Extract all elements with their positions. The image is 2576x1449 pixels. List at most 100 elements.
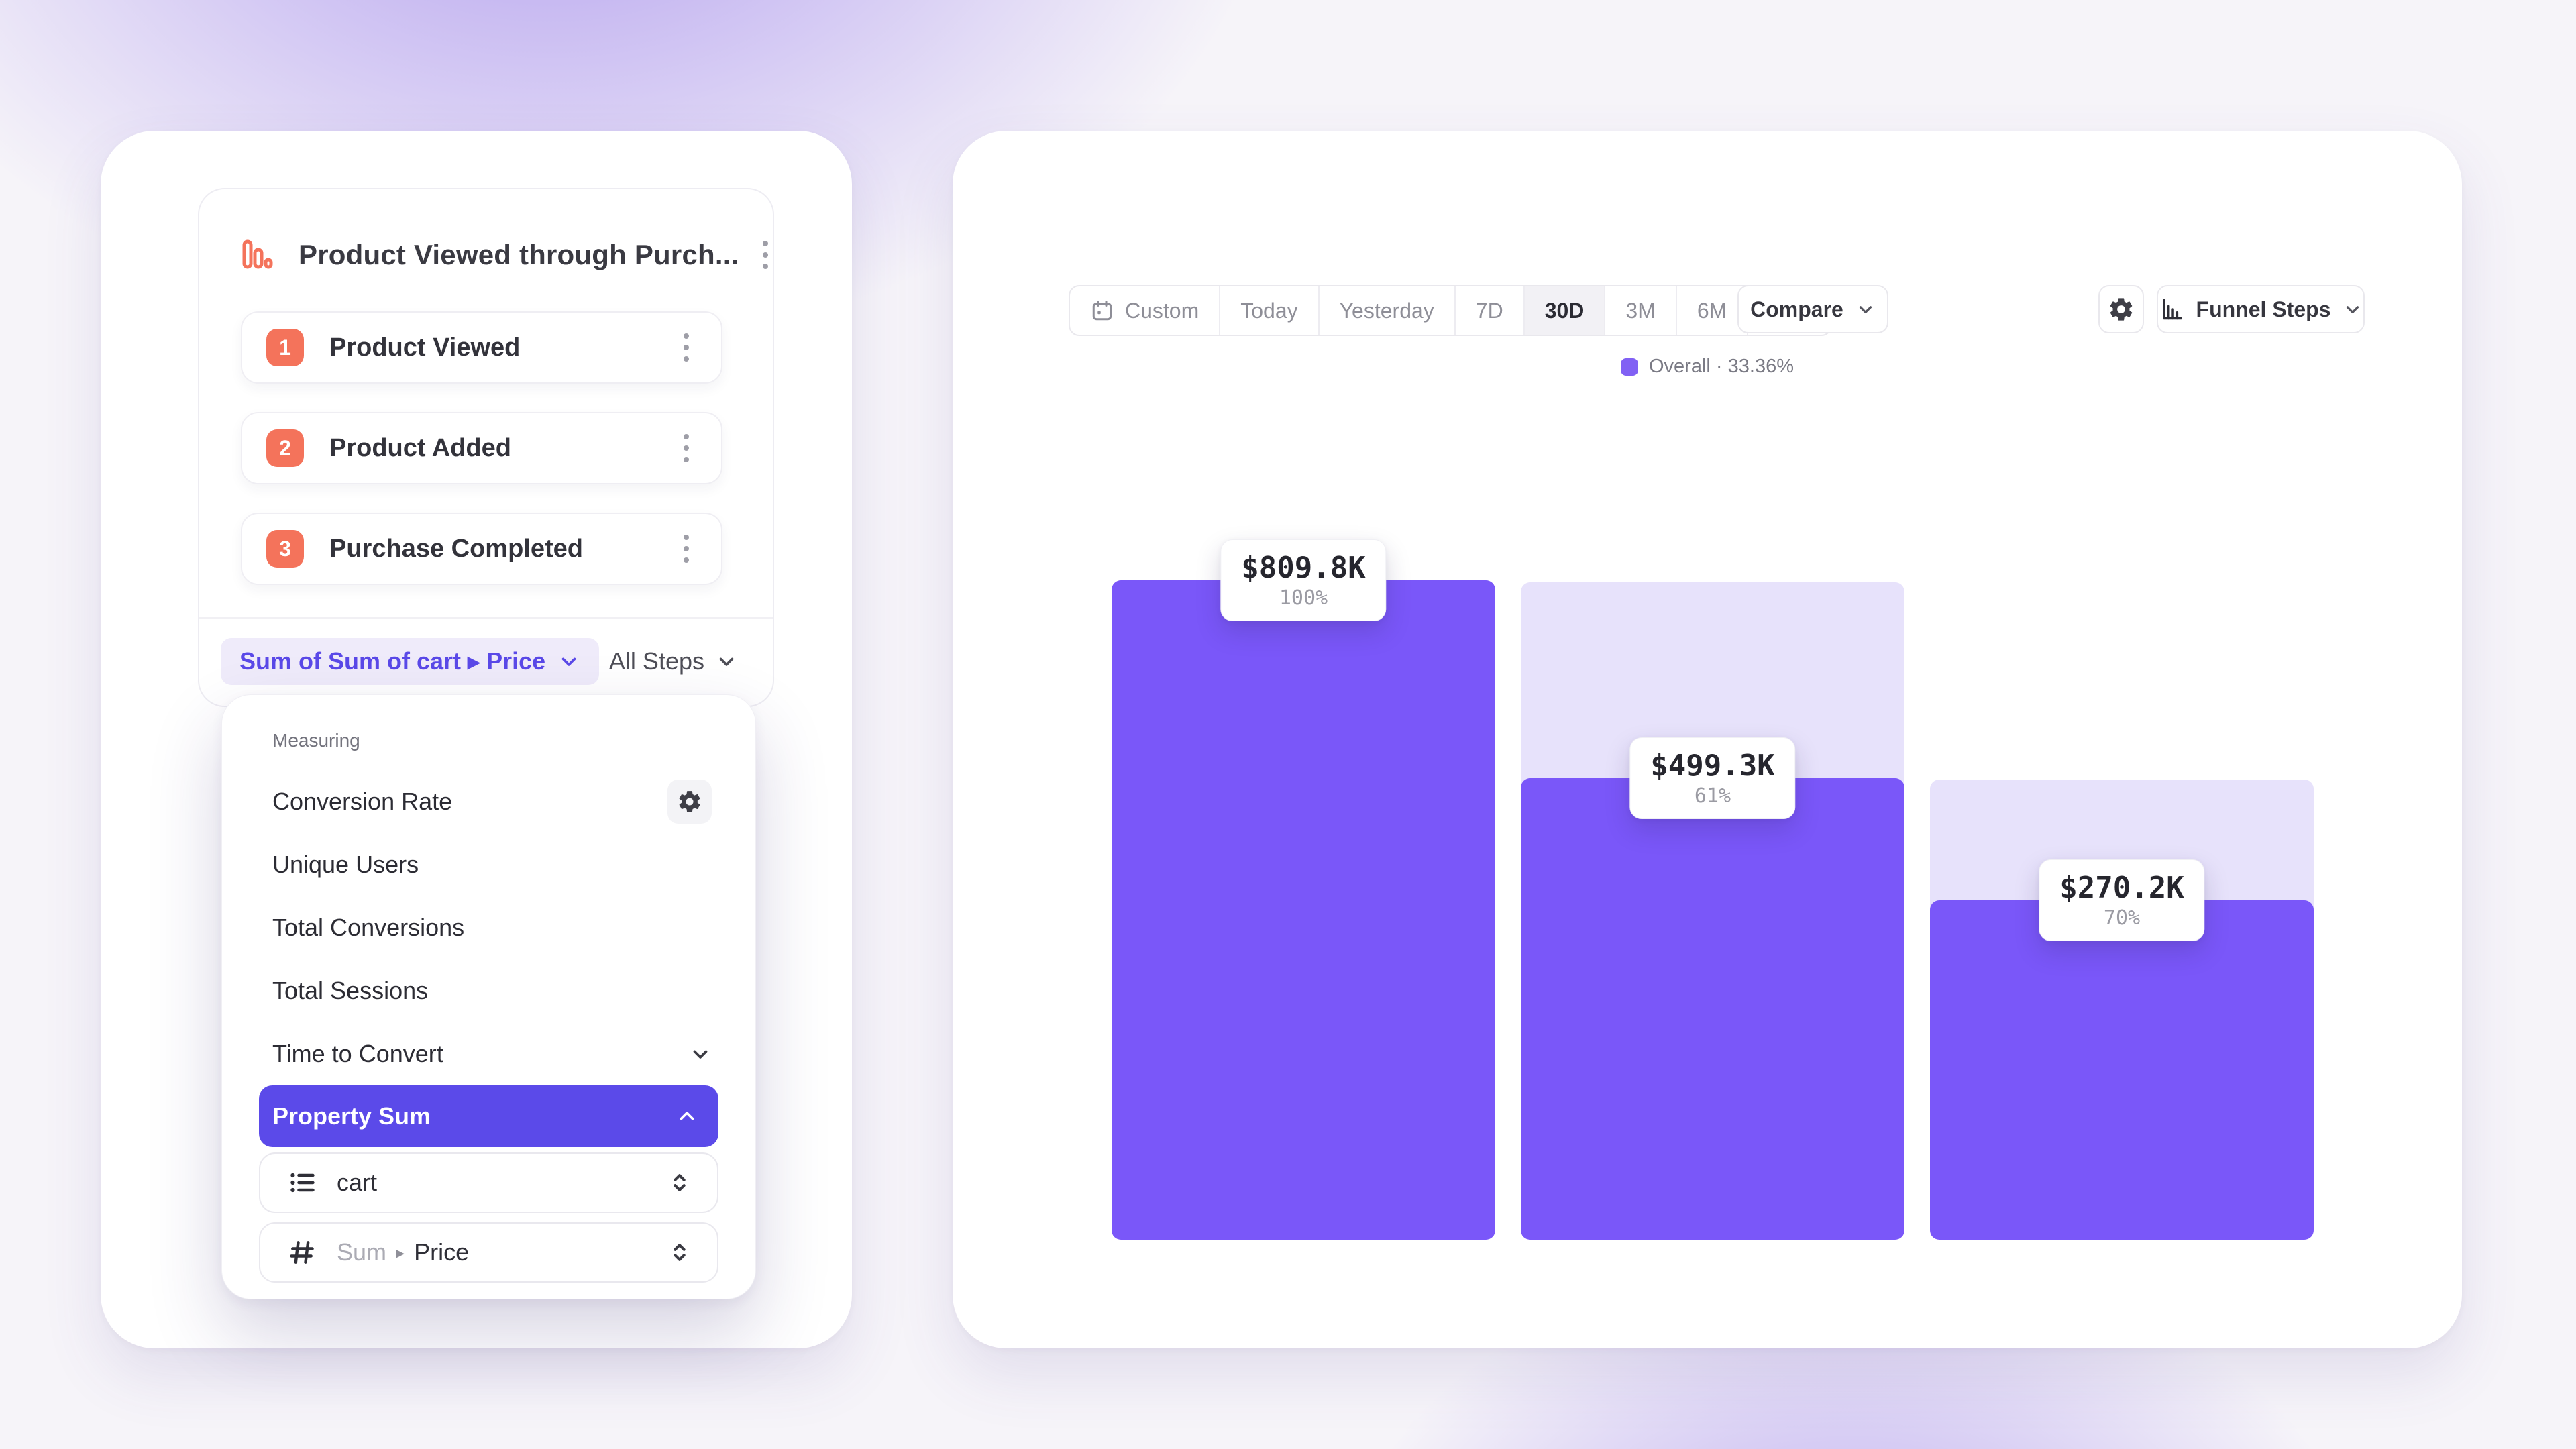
- date-range-3m[interactable]: 3M: [1604, 286, 1675, 335]
- list-icon: [287, 1168, 317, 1197]
- measurement-pill-label: Sum of Sum of cart ▸ Price: [239, 647, 546, 675]
- measuring-option-time-to-convert[interactable]: Time to Convert: [222, 1022, 755, 1085]
- option-settings-button[interactable]: [667, 780, 712, 824]
- measuring-option-label: Property Sum: [272, 1102, 431, 1130]
- funnel-chart-icon: [241, 238, 274, 272]
- measuring-option-property-sum[interactable]: Property Sum: [259, 1085, 718, 1147]
- funnel-builder-card: Product Viewed through Purch... 1 Product…: [101, 131, 852, 1348]
- bar-value-tooltip: $809.8K 100%: [1220, 539, 1387, 621]
- measuring-option-conversion-rate[interactable]: Conversion Rate: [222, 770, 755, 833]
- chevron-down-icon: [561, 657, 576, 666]
- measuring-option-unique-users[interactable]: Unique Users: [222, 833, 755, 896]
- aggregation-value: Price: [414, 1238, 470, 1266]
- step-number-badge: 3: [266, 530, 304, 568]
- funnel-title: Product Viewed through Purch...: [299, 239, 739, 270]
- step-number-badge: 1: [266, 329, 304, 366]
- bar-value-tooltip: $270.2K 70%: [2039, 859, 2205, 941]
- date-range-label: 6M: [1697, 298, 1727, 323]
- date-range-7d[interactable]: 7D: [1454, 286, 1523, 335]
- step-kebab-menu[interactable]: [672, 429, 701, 467]
- property-select-value: cart: [337, 1169, 378, 1196]
- legend-label: Overall · 33.36%: [1649, 356, 1794, 377]
- builder-header: Product Viewed through Purch...: [241, 227, 769, 283]
- bar-value-tooltip: $499.3K 61%: [1629, 737, 1796, 819]
- funnel-bar-2[interactable]: [1521, 580, 1904, 1240]
- tooltip-value: $499.3K: [1650, 749, 1775, 783]
- step-number-badge: 2: [266, 429, 304, 467]
- funnel-bar-3[interactable]: [1930, 580, 2314, 1240]
- measuring-section-label: Measuring: [272, 730, 360, 751]
- measuring-option-label: Total Conversions: [272, 914, 465, 941]
- date-range-custom[interactable]: Custom: [1070, 286, 1219, 335]
- funnel-builder-panel: Product Viewed through Purch... 1 Product…: [198, 188, 774, 707]
- gear-icon: [679, 791, 700, 812]
- measuring-option-total-sessions[interactable]: Total Sessions: [222, 959, 755, 1022]
- chart-legend: Overall · 33.36%: [953, 356, 2462, 378]
- chevron-down-icon: [1859, 306, 1872, 313]
- chevron-down-icon: [719, 657, 734, 666]
- measuring-option-label: Total Sessions: [272, 977, 429, 1004]
- funnel-steps-icon: [2162, 299, 2182, 320]
- property-select[interactable]: cart: [259, 1152, 718, 1213]
- tooltip-percentage: 70%: [2103, 906, 2141, 930]
- compare-label: Compare: [1750, 297, 1843, 321]
- aggregation-prefix: Sum: [337, 1238, 387, 1266]
- builder-footer: Sum of Sum of cart ▸ Price All Steps: [221, 637, 738, 686]
- date-range-segmented-control: CustomTodayYesterday7D30D3M6M12M: [1069, 285, 1832, 336]
- hash-icon: [287, 1238, 317, 1267]
- steps-scope-label: All Steps: [608, 647, 704, 675]
- updown-chevrons-icon: [666, 1169, 693, 1196]
- tooltip-percentage: 61%: [1694, 784, 1731, 808]
- view-selector-label: Funnel Steps: [2196, 297, 2331, 321]
- gear-icon: [2110, 298, 2133, 321]
- measuring-option-label: Time to Convert: [272, 1040, 443, 1067]
- compare-button[interactable]: Compare: [1737, 285, 1888, 333]
- date-range-label: Custom: [1125, 298, 1199, 323]
- builder-divider: [199, 617, 773, 619]
- calendar-icon: [1092, 301, 1112, 321]
- measuring-popover: Measuring Conversion Rate Unique Users Tot…: [221, 694, 756, 1299]
- bar-converted-segment: [1521, 778, 1904, 1240]
- date-range-30d[interactable]: 30D: [1523, 286, 1605, 335]
- step-label: Purchase Completed: [329, 534, 583, 563]
- step-label: Product Viewed: [329, 333, 521, 362]
- chevron-down-icon: [2347, 306, 2359, 313]
- step-kebab-menu[interactable]: [672, 329, 701, 366]
- steps-scope-dropdown[interactable]: All Steps: [609, 647, 738, 676]
- measuring-option-label: Unique Users: [272, 851, 419, 878]
- step-kebab-menu[interactable]: [672, 530, 701, 568]
- funnel-plot: $809.8K 100% $499.3K 61% $270.2K 70%: [1112, 539, 2314, 1240]
- chart-toolbar: CustomTodayYesterday7D30D3M6M12M Compare…: [953, 285, 2462, 336]
- date-range-label: 7D: [1475, 298, 1503, 323]
- chart-settings-button[interactable]: [2098, 285, 2144, 333]
- step-label: Product Added: [329, 433, 511, 462]
- bar-converted-segment: [1112, 580, 1495, 1240]
- view-selector-button[interactable]: Funnel Steps: [2157, 285, 2365, 333]
- date-range-label: Today: [1240, 298, 1298, 323]
- date-range-today[interactable]: Today: [1219, 286, 1318, 335]
- steps-list: 1 Product Viewed 2 Product Added 3 Purchase C…: [241, 311, 722, 613]
- funnel-step-row[interactable]: 2 Product Added: [241, 412, 722, 484]
- funnel-step-row[interactable]: 1 Product Viewed: [241, 311, 722, 384]
- chevron-down-icon: [693, 1050, 708, 1059]
- measurement-pill-dropdown[interactable]: Sum of Sum of cart ▸ Price: [221, 638, 600, 685]
- funnel-kebab-menu[interactable]: [763, 235, 769, 275]
- aggregation-select[interactable]: Sum ▸ Price: [259, 1222, 718, 1283]
- measuring-option-label: Conversion Rate: [272, 788, 453, 815]
- date-range-yesterday[interactable]: Yesterday: [1318, 286, 1454, 335]
- funnel-step-row[interactable]: 3 Purchase Completed: [241, 513, 722, 585]
- breadcrumb-arrow: ▸: [396, 1242, 405, 1263]
- date-range-label: Yesterday: [1339, 298, 1434, 323]
- tooltip-value: $270.2K: [2059, 871, 2184, 905]
- tooltip-percentage: 100%: [1279, 586, 1328, 610]
- funnel-bar-1[interactable]: [1112, 580, 1495, 1240]
- date-range-6m[interactable]: 6M: [1675, 286, 1747, 335]
- updown-chevrons-icon: [666, 1239, 693, 1266]
- bar-converted-segment: [1930, 900, 2314, 1240]
- chevron-up-icon: [680, 1112, 694, 1120]
- measuring-option-total-conversions[interactable]: Total Conversions: [222, 896, 755, 959]
- date-range-label: 3M: [1625, 298, 1656, 323]
- date-range-label: 30D: [1544, 298, 1585, 323]
- legend-swatch: [1621, 358, 1638, 376]
